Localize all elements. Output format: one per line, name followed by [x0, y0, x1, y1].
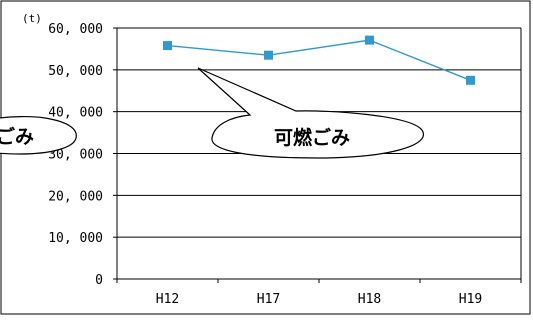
callout-main-text: 可燃ごみ: [274, 126, 350, 149]
callout-left-bubble: [0, 116, 77, 155]
callout-main: 可燃ごみ: [197, 67, 425, 159]
x-tick-label: H17: [257, 292, 280, 307]
x-tick-label: H12: [156, 292, 179, 307]
y-tick-label: 50, 000: [48, 64, 103, 79]
y-tick-label: 20, 000: [48, 189, 103, 204]
y-tick-label: 30, 000: [48, 148, 103, 163]
x-tick-label: H19: [459, 292, 482, 307]
series-layer: [163, 35, 475, 85]
series-line: [167, 39, 471, 81]
y-tick-label: 0: [95, 273, 103, 288]
x-tick-label: H18: [358, 292, 381, 307]
callout-left-text: ごみ: [0, 125, 34, 148]
y-tick-label: 10, 000: [48, 231, 103, 246]
x-tick-labels: H12 H17 H18 H19: [156, 292, 482, 307]
data-point: [163, 41, 172, 51]
y-tick-label: 60, 000: [48, 22, 103, 37]
data-point: [466, 75, 475, 85]
axes: [113, 27, 522, 283]
y-tick-labels: 0 10, 000 20, 000 30, 000 40, 000 50, 000 60, …: [48, 22, 103, 288]
y-unit-label: (t): [22, 12, 42, 25]
data-point: [365, 35, 374, 45]
y-tick-label: 40, 000: [48, 106, 103, 121]
callout-left: ごみ: [0, 116, 77, 155]
data-point: [264, 50, 273, 60]
callout-main-bubble: [197, 67, 425, 159]
